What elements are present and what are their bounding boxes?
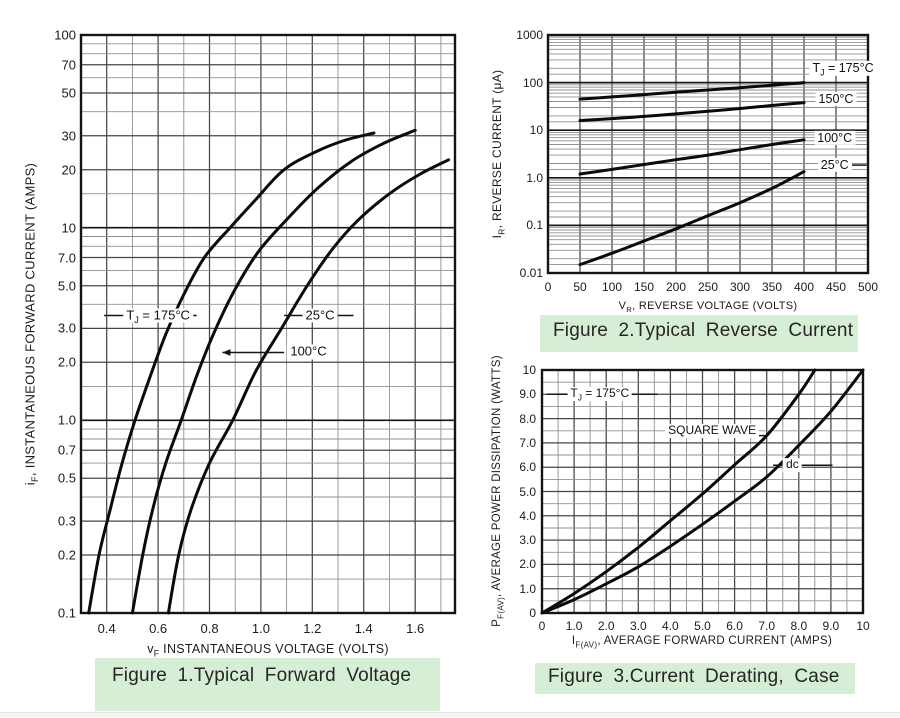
fig1-ytick-20: 20 [61,162,76,178]
fig2-xtick-450: 450 [825,280,847,294]
fig2-curve-tj-175-c [578,81,806,101]
fig2-curve-100-c [578,138,806,176]
fig3-ytick-3-0: 3.0 [519,533,536,548]
fig1-xtick-0-6: 0.6 [149,621,168,636]
fig1-xtick-1-4: 1.4 [354,621,373,636]
fig2-label-150c: 150°C [815,91,857,107]
fig2-ytick-100: 100 [522,75,543,90]
fig2-xtick-300: 300 [729,280,751,294]
fig1-xtick-0-4: 0.4 [97,621,116,636]
fig2-xtick-150: 150 [633,280,655,294]
fig3-xtick-6-0: 6.0 [726,619,743,633]
fig3-ytick-2-0: 2.0 [519,557,536,572]
fig2-xtick-500: 500 [857,280,879,294]
fig1-ytick-100: 100 [54,27,76,43]
fig3-plot [540,368,865,615]
fig2-curve-25-c [578,170,806,267]
fig2-xtick-200: 200 [665,280,687,294]
fig3-label-tj-175c: TJ = 175°C [567,387,633,402]
fig2-y-axis-title: IR, REVERSE CURRENT (μA) [490,69,507,239]
fig3-plot-border [540,368,865,615]
fig2-ytick-0-1: 0.1 [526,218,543,233]
fig3-curve-dc [540,368,865,615]
fig1-ytick-50: 50 [61,85,76,101]
figure-2-caption: Figure 2.Typical Reverse Current [540,315,858,352]
fig3-xtick-10: 10 [856,619,870,633]
fig1-ytick-7-0: 7.0 [57,250,76,265]
fig2-x-axis-title: VR, REVERSE VOLTAGE (VOLTS) [618,300,798,315]
fig1-ytick-10: 10 [61,220,76,236]
fig3-xtick-5-0: 5.0 [694,619,711,633]
fig2-plot [546,33,870,275]
fig1-xtick-1-6: 1.6 [406,621,425,636]
fig1-xtick-1-2: 1.2 [303,621,322,636]
fig2-xtick-400: 400 [793,280,815,294]
fig1-plot-border [79,33,457,615]
fig1-plot [79,33,457,615]
fig3-curve-square-wave [540,368,817,615]
fig1-ytick-30: 30 [61,128,76,144]
fig1-ytick-0-3: 0.3 [57,513,76,529]
fig3-xtick-9-0: 9.0 [822,619,840,633]
fig3-label-square-wave: SQUARE WAVE [665,423,760,438]
fig3-xtick-8-0: 8.0 [790,619,808,633]
fig2-curve-150-c [578,101,806,122]
fig2-ytick-1000: 1000 [516,28,543,42]
fig2-ytick-0-01: 0.01 [519,266,543,280]
fig3-ytick-8-0: 8.0 [519,411,536,426]
fig2-label-tj-175c: TJ = 175°C [809,61,877,77]
fig3-ytick-10: 10 [522,363,536,377]
fig1-y-axis-title: iF, INSTANTANEOUS FORWARD CURRENT (AMPS) [22,162,41,486]
fig1-curve-tj-175-c [87,131,376,615]
fig1-xtick-0-8: 0.8 [200,621,219,636]
fig1-ytick-5-0: 5.0 [57,278,76,294]
fig3-ytick-9-0: 9.0 [519,387,536,402]
fig3-ytick-5-0: 5.0 [519,484,536,499]
fig3-ytick-1-0: 1.0 [519,581,536,596]
fig1-label-100c: 100°C [287,344,330,360]
fig3-xtick-2-0: 2.0 [597,619,615,633]
fig1-label-25c: 25°C [302,307,338,323]
fig1-ytick-0-5: 0.5 [57,470,76,486]
fig1-ytick-1-0: 1.0 [57,412,76,428]
fig1-ytick-0-7: 0.7 [57,442,76,458]
fig3-ytick-6-0: 6.0 [519,460,536,475]
fig1-label-tj-175c: TJ = 175°C [123,307,193,324]
fig3-y-axis-title: PF(AV), AVERAGE POWER DISSIPATION (WATTS… [491,355,506,627]
fig1-ytick-0-1: 0.1 [57,605,76,621]
page-bottom-edge [0,712,900,718]
fig3-xtick-3-0: 3.0 [629,619,647,633]
fig2-xtick-0: 0 [544,280,552,294]
fig2-plot-border [546,33,870,275]
fig2-xtick-50: 50 [573,280,587,294]
fig3-ytick-0: 0 [529,606,536,620]
fig2-label-25c: 25°C [817,157,852,173]
figure-3-caption: Figure 3.Current Derating, Case [535,663,855,694]
fig3-xtick-0: 0 [538,619,546,633]
fig2-ytick-1-0: 1.0 [526,170,543,185]
fig2-xtick-250: 250 [697,280,719,294]
fig1-curve-25-c [166,158,451,615]
fig1-ytick-0-2: 0.2 [57,547,76,563]
figure-1-caption: Figure 1.Typical Forward Voltage [95,658,440,711]
fig1-curve-100-c [130,128,417,615]
fig1-ytick-70: 70 [61,57,76,73]
fig1-x-axis-title: vF INSTANTANEOUS VOLTAGE (VOLTS) [147,642,389,659]
fig3-ytick-7-0: 7.0 [519,435,536,450]
fig2-xtick-100: 100 [601,280,623,294]
fig1-arrowhead-icon [222,349,231,356]
fig1-ytick-2-0: 2.0 [57,354,76,370]
fig3-label-dc: dc [783,458,802,473]
fig1-xtick-1-0: 1.0 [251,621,270,636]
fig1-ytick-3-0: 3.0 [57,320,76,336]
fig3-xtick-7-0: 7.0 [758,619,776,633]
fig3-xtick-1-0: 1.0 [565,619,583,633]
fig3-xtick-4-0: 4.0 [662,619,679,633]
fig2-ytick-10: 10 [529,123,543,138]
fig2-xtick-350: 350 [761,280,783,294]
fig3-ytick-4-0: 4.0 [519,508,536,523]
fig2-label-100c: 100°C [814,130,856,146]
fig3-x-axis-title: IF(AV), AVERAGE FORWARD CURRENT (AMPS) [571,635,833,650]
